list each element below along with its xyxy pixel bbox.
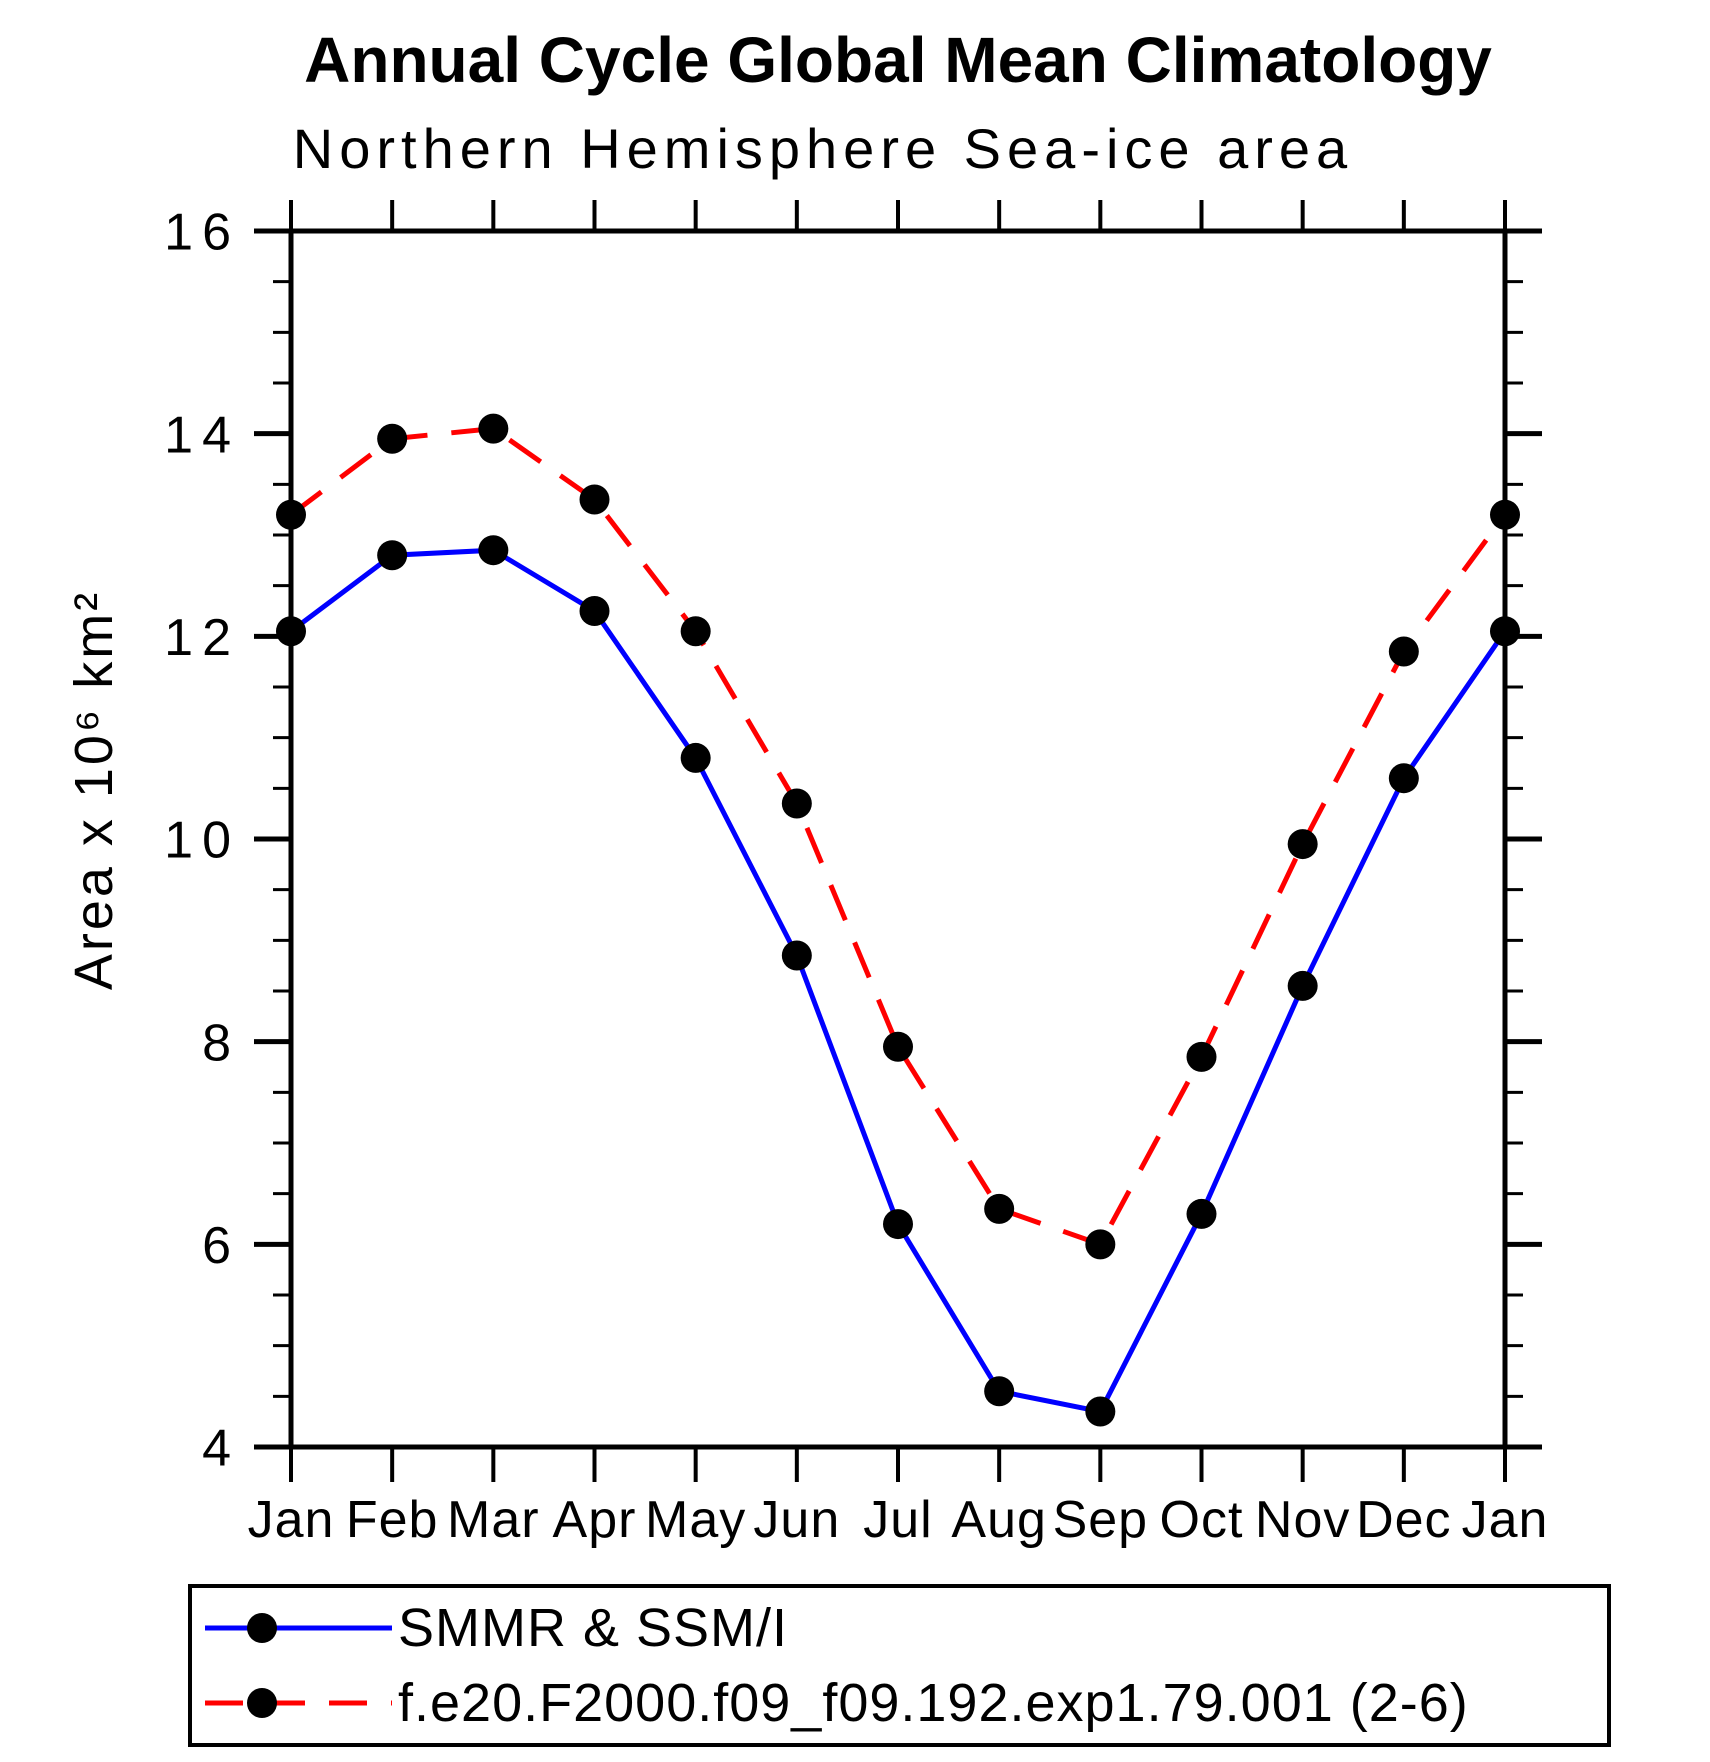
data-point-marker	[579, 596, 610, 626]
series-line-0	[289, 547, 1508, 1415]
data-point-marker	[579, 484, 610, 515]
x-tick-label: Sep	[1053, 1491, 1149, 1549]
data-point-marker	[883, 1031, 913, 1062]
y-tick-label: 8	[202, 1014, 240, 1072]
x-tick-label: May	[645, 1491, 746, 1549]
data-point-marker	[984, 1376, 1015, 1407]
y-tick-label: 4	[202, 1420, 240, 1478]
x-tick-label: Apr	[553, 1491, 637, 1549]
x-tick-label: Oct	[1160, 1491, 1244, 1549]
x-tick-label: Jul	[863, 1491, 932, 1549]
data-point-marker	[984, 1193, 1015, 1224]
y-tick-label: 10	[164, 812, 240, 870]
legend: SMMR & SSM/I f.e20.F2000.f09_f09.192.exp…	[188, 1584, 1611, 1747]
x-tick-label: Feb	[346, 1491, 439, 1549]
data-point-marker	[680, 742, 711, 773]
plot-frame	[288, 228, 1508, 1450]
data-point-marker	[1388, 763, 1419, 794]
legend-marker-model	[247, 1688, 277, 1718]
data-point-marker	[781, 940, 812, 971]
legend-label-observations: SMMR & SSM/I	[398, 1598, 788, 1658]
y-tick-label: 12	[164, 609, 240, 667]
x-tick-label: Nov	[1255, 1491, 1350, 1549]
data-point-marker	[478, 413, 509, 444]
axis-ticks	[254, 200, 1542, 1482]
chart-title: Annual Cycle Global Mean Climatology	[304, 24, 1492, 96]
chart-subtitle: Northern Hemisphere Sea-ice area	[293, 117, 1353, 180]
legend-marker-observations	[247, 1613, 277, 1643]
y-tick-label: 16	[164, 204, 240, 262]
data-point-marker	[1490, 616, 1520, 647]
data-point-marker	[276, 499, 306, 530]
data-point-marker	[1186, 1198, 1217, 1229]
y-tick-label: 6	[202, 1217, 240, 1275]
data-point-marker	[1388, 636, 1419, 667]
x-tick-label: Jan	[248, 1491, 335, 1549]
x-tick-label: Aug	[951, 1491, 1047, 1549]
x-tick-label: Mar	[447, 1491, 540, 1549]
data-point-marker	[1287, 970, 1318, 1001]
data-point-marker	[1287, 829, 1318, 860]
x-tick-label: Dec	[1356, 1491, 1451, 1549]
data-series	[276, 413, 1520, 1427]
legend-box	[188, 1584, 1611, 1747]
legend-label-model: f.e20.F2000.f09_f09.192.exp1.79.001 (2-6…	[398, 1673, 1469, 1733]
data-point-marker	[377, 540, 408, 571]
data-point-marker	[478, 535, 509, 566]
data-point-marker	[1186, 1041, 1217, 1072]
data-point-marker	[883, 1209, 913, 1240]
data-point-marker	[781, 788, 812, 819]
y-axis-label: Area x 10⁶ km²	[64, 590, 124, 990]
data-point-marker	[1085, 1229, 1116, 1260]
data-point-marker	[680, 616, 711, 647]
data-point-marker	[276, 616, 306, 647]
data-point-marker	[1490, 499, 1520, 530]
y-tick-label: 14	[164, 406, 240, 464]
x-tick-label: Jun	[753, 1491, 840, 1549]
data-point-marker	[1085, 1396, 1116, 1427]
x-tick-label: Jan	[1462, 1491, 1549, 1549]
data-point-marker	[377, 423, 408, 454]
